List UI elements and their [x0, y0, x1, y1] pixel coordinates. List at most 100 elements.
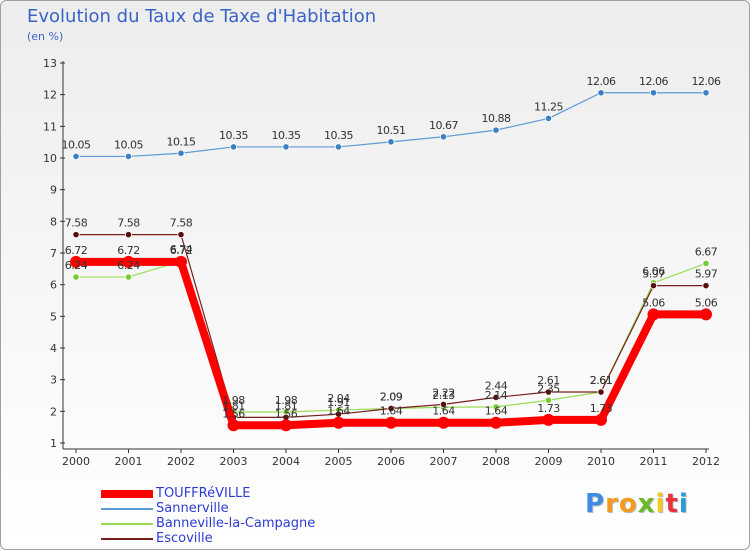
- data-point: [492, 126, 500, 134]
- data-label: 1.64: [432, 405, 455, 418]
- y-tick-label: 5: [50, 310, 57, 323]
- x-tick-label: 2000: [62, 455, 90, 468]
- legend-swatch: [101, 508, 153, 510]
- data-label: 5.97: [695, 268, 718, 281]
- data-point: [647, 308, 660, 321]
- data-label: 6.24: [65, 259, 88, 272]
- data-point: [597, 388, 605, 396]
- data-point: [649, 89, 658, 97]
- data-label: 1.98: [275, 394, 298, 407]
- x-tick-label: 2006: [377, 455, 405, 468]
- data-label: 1.73: [537, 402, 560, 415]
- x-tick-label: 2005: [325, 455, 353, 468]
- legend-swatch: [101, 538, 153, 540]
- data-point: [229, 143, 238, 151]
- data-point: [437, 416, 450, 429]
- data-point: [282, 143, 290, 151]
- data-point: [72, 152, 80, 161]
- data-label: 7.58: [170, 217, 193, 230]
- data-point: [385, 416, 397, 429]
- data-point: [280, 419, 292, 432]
- data-label: 6.74: [170, 243, 193, 256]
- x-tick-label: 2012: [692, 455, 720, 468]
- data-point: [227, 419, 240, 432]
- data-label: 10.05: [62, 138, 91, 151]
- data-label: 5.06: [695, 296, 718, 309]
- x-tick-label: 2004: [272, 455, 300, 468]
- data-label: 10.67: [429, 119, 458, 132]
- data-label: 2.22: [432, 386, 455, 399]
- x-tick-label: 2008: [482, 455, 510, 468]
- data-label: 11.25: [534, 100, 563, 113]
- data-point: [544, 396, 553, 404]
- data-point: [702, 282, 710, 290]
- data-point: [700, 308, 712, 321]
- x-tick-label: 2007: [430, 455, 458, 468]
- series-line-2: [75, 260, 707, 413]
- y-tick-label: 7: [50, 247, 57, 260]
- data-label: 6.72: [65, 244, 88, 257]
- x-tick-label: 2011: [640, 455, 668, 468]
- data-point: [387, 404, 395, 413]
- data-point: [72, 273, 80, 281]
- data-point: [175, 255, 187, 268]
- logo-letter: i: [655, 489, 666, 519]
- data-label: 10.05: [114, 138, 143, 151]
- data-point: [332, 416, 345, 429]
- data-label: 1.81: [275, 399, 298, 412]
- x-tick-label: 2009: [535, 455, 563, 468]
- logo-letter: r: [605, 489, 619, 519]
- x-tick-label: 2001: [115, 455, 143, 468]
- y-tick-label: 4: [50, 342, 57, 355]
- legend-swatch: [101, 490, 153, 498]
- data-point: [702, 89, 710, 97]
- data-label: 5.97: [642, 268, 665, 281]
- logo-letter: x: [637, 489, 656, 519]
- data-label: 1.73: [590, 402, 613, 415]
- data-label: 10.35: [272, 129, 301, 142]
- y-tick-label: 2: [50, 405, 57, 418]
- legend-label: Banneville-la-Campagne: [156, 516, 316, 531]
- x-tick-label: 2003: [220, 455, 248, 468]
- data-point: [124, 152, 133, 161]
- y-tick-label: 3: [50, 374, 57, 387]
- data-point: [72, 231, 80, 239]
- data-label: 1.64: [327, 405, 350, 418]
- data-point: [595, 413, 607, 426]
- data-point: [542, 413, 555, 426]
- data-point: [124, 231, 133, 239]
- data-point: [334, 143, 343, 151]
- data-label: 6.67: [695, 245, 718, 258]
- data-label: 6.72: [117, 244, 140, 257]
- data-label: 2.44: [485, 379, 508, 392]
- data-label: 2.61: [537, 374, 560, 387]
- data-point: [177, 149, 185, 157]
- logo-letter: t: [665, 489, 679, 519]
- y-tick-label: 6: [50, 279, 57, 292]
- legend-label: Sannerville: [156, 501, 229, 516]
- data-label: 7.58: [117, 217, 140, 230]
- unit-label: (en %): [27, 30, 64, 43]
- data-point: [439, 133, 448, 141]
- data-point: [490, 416, 502, 429]
- legend-label: TOUFFRéVILLE: [156, 486, 251, 501]
- data-point: [492, 403, 500, 411]
- data-label: 6.24: [117, 259, 140, 272]
- data-label: 2.14: [485, 389, 508, 402]
- data-point: [439, 400, 448, 408]
- chart-title: Evolution du Taux de Taxe d'Habitation: [27, 6, 377, 27]
- logo-letter: P: [585, 489, 606, 519]
- data-label: 10.35: [324, 129, 353, 142]
- data-label: 12.06: [639, 75, 668, 88]
- data-label: 1.56: [275, 407, 298, 420]
- data-label: 5.06: [642, 296, 665, 309]
- data-label: 10.88: [482, 112, 511, 125]
- data-point: [649, 282, 658, 290]
- data-point: [597, 89, 605, 97]
- proxiti-logo: Proxiti: [585, 489, 689, 519]
- data-point: [124, 273, 133, 281]
- data-point: [544, 114, 553, 123]
- data-label: 2.13: [432, 389, 455, 402]
- data-label: 7.58: [65, 217, 88, 230]
